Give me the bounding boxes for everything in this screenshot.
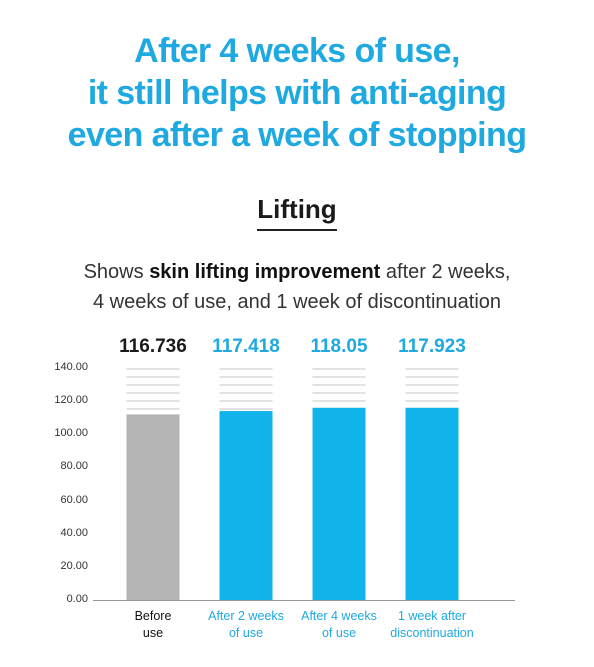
bar-background-stripes	[219, 368, 273, 410]
x-category-label-line-2: of use	[321, 626, 357, 640]
bar-background-stripes	[405, 368, 459, 402]
bar-background-stripes	[312, 368, 366, 402]
headline-line-1: After 4 weeks of use,	[134, 32, 460, 70]
y-tick-label: 0.00	[66, 593, 88, 605]
x-category-label: After 2 weeks of use	[194, 608, 298, 642]
x-category-label-line-1: Before	[134, 609, 172, 623]
y-tick-label: 80.00	[60, 460, 88, 473]
x-category-label-line-1: After 2 weeks	[208, 609, 284, 623]
headline: After 4 weeks of use, it still helps wit…	[0, 30, 594, 156]
x-category-label: Before use	[101, 608, 205, 642]
section-title: Lifting	[0, 194, 594, 231]
headline-line-2: it still helps with anti-aging	[87, 74, 507, 112]
x-category-label-line-2: of use	[228, 626, 264, 640]
y-tick-label: 100.00	[54, 427, 88, 440]
description-suffix: after 2 weeks,	[380, 261, 511, 283]
bar-background-stripes	[126, 368, 180, 410]
x-category-label: After 4 weeks of use	[287, 608, 391, 642]
headline-line-3: even after a week of stopping	[67, 116, 527, 154]
bar-value-label: 116.736	[119, 336, 187, 357]
x-category-label-line-1: 1 week after	[397, 609, 467, 623]
description: Shows skin lifting improvement after 2 w…	[0, 257, 594, 317]
bar	[219, 411, 273, 600]
bar	[312, 407, 366, 600]
x-category-label: 1 week after discontinuation	[380, 608, 484, 642]
bar-value-label: 117.418	[212, 336, 280, 357]
section-title-text: Lifting	[257, 194, 337, 231]
description-line-2: 4 weeks of use, and 1 week of discontinu…	[92, 291, 502, 313]
y-tick-label: 120.00	[54, 394, 88, 407]
y-tick-label: 60.00	[60, 493, 88, 506]
bar-value-label: 117.923	[398, 336, 466, 357]
bar-value-label: 118.05	[310, 336, 368, 357]
bar	[126, 414, 180, 600]
y-tick-label: 20.00	[60, 559, 88, 572]
y-tick-label: 40.00	[60, 526, 88, 539]
x-category-label-line-2: use	[142, 626, 164, 640]
x-category-label-line-2: discontinuation	[390, 626, 474, 640]
x-category-label-line-1: After 4 weeks	[301, 609, 377, 623]
description-prefix: Shows	[83, 261, 150, 283]
y-tick-label: 140.00	[54, 361, 88, 373]
description-line-1: Shows skin lifting improvement after 2 w…	[0, 257, 594, 287]
description-bold: skin lifting improvement	[149, 261, 381, 283]
bar	[405, 407, 459, 600]
